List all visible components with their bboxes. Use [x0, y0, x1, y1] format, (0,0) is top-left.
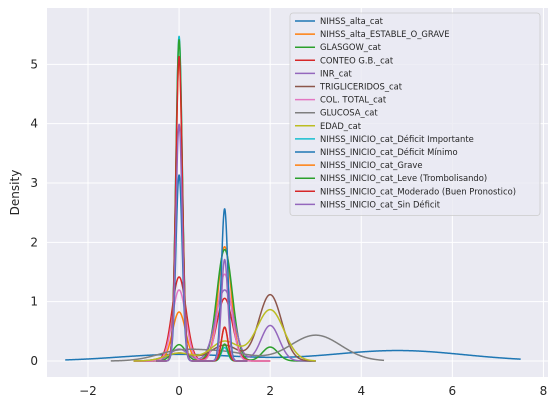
legend-frame — [289, 12, 541, 216]
y-tick-label-5: 5 — [30, 57, 38, 71]
legend-entry-2: GLASGOW_cat — [320, 42, 382, 52]
legend-entry-12: NIHSS_INICIO_cat_Leve (Trombolisando) — [320, 173, 487, 183]
legend-entry-10: NIHSS_INICIO_cat_Déficit Mínimo — [320, 147, 458, 157]
legend-entry-1: NIHSS_alta_ESTABLE_O_GRAVE — [320, 29, 450, 39]
x-tick-label-4: 6 — [449, 384, 457, 398]
y-tick-label-4: 4 — [30, 117, 38, 131]
y-tick-label-0: 0 — [30, 354, 38, 368]
legend-entry-11: NIHSS_INICIO_cat_Grave — [320, 160, 423, 170]
x-tick-label-1: 0 — [175, 384, 183, 398]
series-line-4 — [133, 289, 317, 362]
legend-entry-5: TRIGLICERIDOS_cat — [319, 82, 403, 92]
x-tick-label-2: 2 — [266, 384, 274, 398]
series-line-8 — [133, 308, 317, 362]
legend-entry-13: NIHSS_INICIO_cat_Moderado (Buen Pronosti… — [320, 186, 516, 196]
y-tick-label-2: 2 — [30, 235, 38, 249]
x-tick-label-3: 4 — [357, 384, 365, 398]
series-group — [65, 35, 521, 362]
y-tick-label-1: 1 — [30, 295, 38, 309]
legend-entry-9: NIHSS_INICIO_cat_Déficit Importante — [320, 134, 474, 144]
y-tick-label-3: 3 — [30, 176, 38, 190]
legend-entry-6: COL. TOTAL_cat — [320, 95, 387, 105]
series-line-2 — [133, 248, 317, 362]
legend-entry-4: INR_cat — [320, 68, 352, 78]
x-tick-label-0: −2 — [79, 384, 97, 398]
series-line-0 — [65, 349, 521, 361]
series-line-7 — [110, 334, 385, 362]
legend-entry-7: GLUCOSA_cat — [320, 108, 378, 118]
x-tick-label-5: 8 — [540, 384, 548, 398]
series-line-14 — [155, 123, 249, 362]
legend-entry-3: CONTEO G.B._cat — [320, 55, 394, 65]
legend-entry-0: NIHSS_alta_cat — [320, 16, 384, 26]
legend: NIHSS_alta_cat NIHSS_alta_ESTABLE_O_GRAVE… — [289, 12, 541, 216]
legend-entry-8: EDAD_cat — [320, 121, 362, 131]
legend-entry-14: NIHSS_INICIO_cat_Sin Déficit — [320, 199, 441, 209]
y-axis-label: Density — [8, 170, 22, 216]
axes: −2 0 2 4 6 8 0 1 2 3 4 5 Density — [8, 57, 547, 398]
